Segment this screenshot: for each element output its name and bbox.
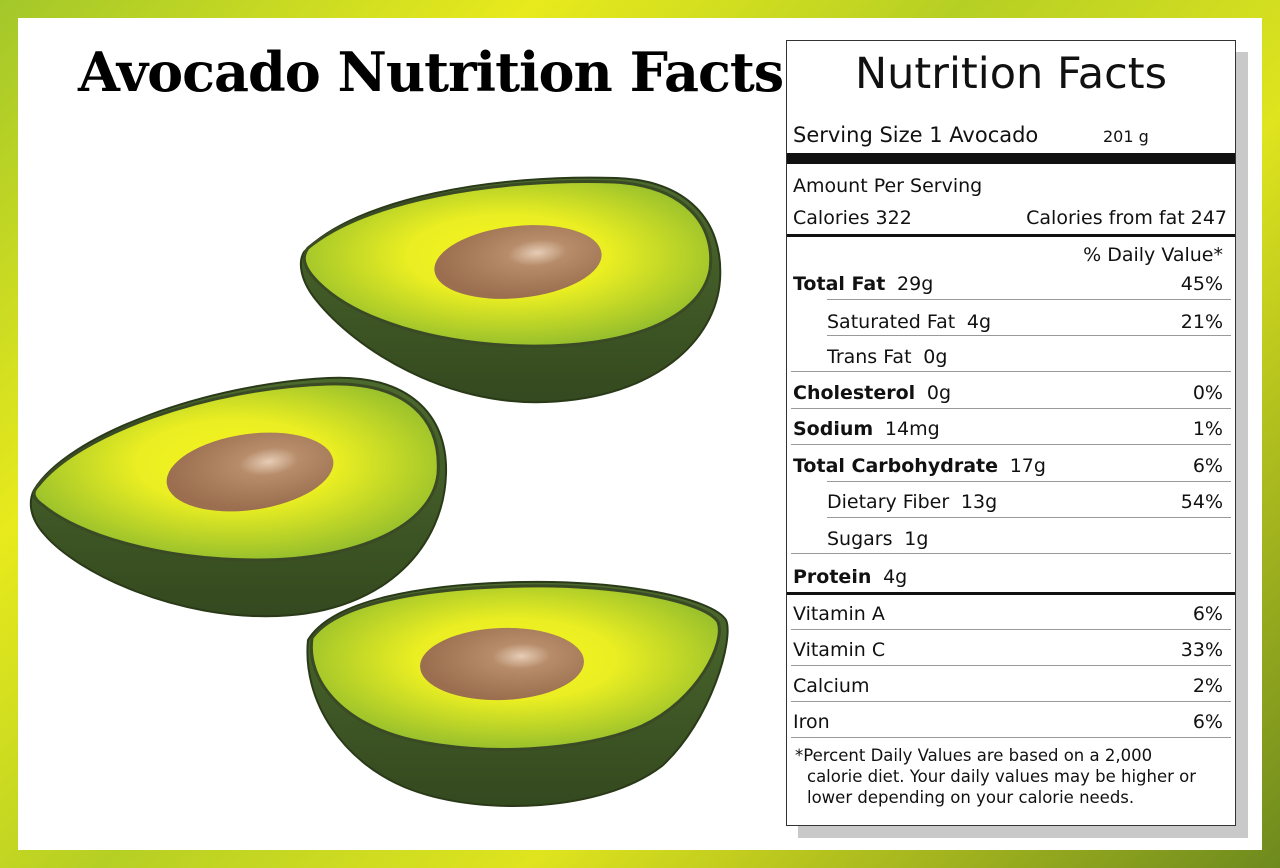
nutrition-facts-label: Nutrition Facts Serving Size 1 Avocado 2… — [786, 40, 1236, 826]
vitamin-row-iron: Iron 6% — [793, 711, 1229, 733]
footnote-line: calorie diet. Your daily values may be h… — [807, 767, 1197, 786]
vitamin-name: Calcium — [793, 675, 870, 697]
footnote: *Percent Daily Values are based on a 2,0… — [795, 745, 1225, 808]
avocado-half-bottom-image — [306, 580, 729, 808]
nutrient-name: Trans Fat — [827, 346, 912, 368]
calories-row: Calories 322 Calories from fat 247 — [793, 207, 1229, 229]
nutrient-row-protein: Protein 4g — [793, 566, 1229, 588]
nutrient-name: Dietary Fiber — [827, 491, 950, 513]
vitamin-name: Iron — [793, 711, 830, 733]
serving-weight: 201 g — [1103, 127, 1149, 146]
medium-divider — [787, 234, 1235, 237]
nutrient-row-sodium: Sodium 14mg 1% — [793, 418, 1229, 440]
avocado-half-top-image — [299, 176, 722, 404]
nutrient-amount: 29g — [897, 273, 934, 295]
nutrient-amount: 0g — [923, 346, 948, 368]
row-divider — [827, 299, 1231, 300]
nutrient-amount: 17g — [1009, 455, 1046, 477]
footnote-line: lower depending on your calorie needs. — [807, 788, 1135, 807]
row-divider — [791, 553, 1231, 554]
nutrient-name: Cholesterol — [793, 382, 916, 404]
vitamin-dv: 33% — [1180, 639, 1223, 661]
vitamin-dv: 2% — [1192, 675, 1223, 697]
vitamin-row-vitamin-c: Vitamin C 33% — [793, 639, 1229, 661]
daily-value-header: % Daily Value* — [1083, 244, 1223, 266]
nutrient-amount: 1g — [904, 528, 929, 550]
nutrient-name: Saturated Fat — [827, 311, 956, 333]
nutrient-amount: 4g — [966, 311, 992, 333]
nutrient-dv: 54% — [1180, 491, 1223, 513]
nutrient-name: Total Fat — [793, 273, 886, 295]
nutrient-dv: 21% — [1180, 311, 1223, 333]
nutrient-dv: 45% — [1180, 273, 1223, 295]
row-divider — [791, 737, 1231, 738]
serving-size-row: Serving Size 1 Avocado 201 g — [793, 123, 1229, 147]
vitamin-name: Vitamin A — [793, 603, 885, 625]
nutrient-amount: 4g — [883, 566, 908, 588]
vitamin-row-calcium: Calcium 2% — [793, 675, 1229, 697]
page-title: Avocado Nutrition Facts — [78, 40, 784, 104]
vitamin-dv: 6% — [1192, 711, 1223, 733]
nutrient-name: Protein — [793, 566, 872, 588]
thick-divider — [787, 153, 1235, 164]
nutrient-dv: 0% — [1192, 382, 1223, 404]
row-divider — [791, 408, 1231, 409]
vitamin-name: Vitamin C — [793, 639, 886, 661]
avocado-half-middle-image — [29, 376, 448, 618]
label-heading: Nutrition Facts — [855, 49, 1167, 99]
nutrient-name: Sugars — [827, 528, 893, 550]
row-divider — [791, 665, 1231, 666]
vitamin-dv: 6% — [1192, 603, 1223, 625]
medium-divider — [787, 592, 1235, 595]
nutrient-row-cholesterol: Cholesterol 0g 0% — [793, 382, 1229, 404]
nutrient-amount: 0g — [926, 382, 952, 404]
row-divider — [791, 701, 1231, 702]
row-divider — [827, 517, 1231, 518]
serving-size-text: Serving Size 1 Avocado — [793, 123, 1039, 147]
row-divider — [791, 444, 1231, 445]
calories-text: Calories 322 — [793, 207, 912, 229]
nutrient-dv: 6% — [1192, 455, 1223, 477]
nutrient-row-sugars: Sugars 1g — [827, 528, 1229, 550]
calories-from-fat: Calories from fat 247 — [1026, 207, 1227, 229]
nutrient-row-dietary-fiber: Dietary Fiber 13g 54% — [827, 491, 1229, 513]
nutrient-name: Sodium — [793, 418, 874, 440]
row-divider — [791, 371, 1231, 372]
row-divider — [827, 481, 1231, 482]
nutrient-row-total-fat: Total Fat 29g 45% — [793, 273, 1229, 295]
amount-per-serving: Amount Per Serving — [793, 175, 983, 197]
nutrient-row-total-carbohydrate: Total Carbohydrate 17g 6% — [793, 455, 1229, 477]
nutrient-row-saturated-fat: Saturated Fat 4g 21% — [827, 311, 1229, 333]
footnote-line: *Percent Daily Values are based on a 2,0… — [795, 746, 1153, 765]
nutrient-amount: 14mg — [884, 418, 940, 440]
row-divider — [827, 335, 1231, 336]
nutrient-row-trans-fat: Trans Fat 0g — [827, 346, 1229, 368]
nutrient-name: Total Carbohydrate — [793, 455, 998, 477]
vitamin-row-vitamin-a: Vitamin A 6% — [793, 603, 1229, 625]
row-divider — [791, 629, 1231, 630]
nutrient-amount: 13g — [960, 491, 998, 513]
nutrient-dv: 1% — [1192, 418, 1223, 440]
